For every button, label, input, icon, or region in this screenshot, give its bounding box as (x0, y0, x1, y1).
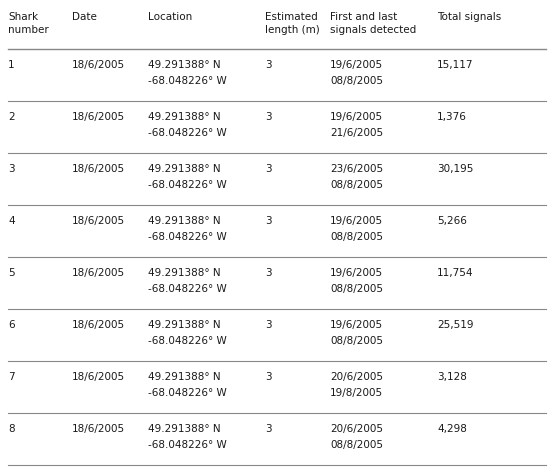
Text: 19/6/2005: 19/6/2005 (330, 112, 383, 122)
Text: 18/6/2005: 18/6/2005 (72, 164, 125, 174)
Text: Date: Date (72, 12, 97, 22)
Text: 3: 3 (265, 268, 271, 278)
Text: 18/6/2005: 18/6/2005 (72, 423, 125, 433)
Text: 8: 8 (8, 423, 14, 433)
Text: 3: 3 (265, 60, 271, 70)
Text: 3: 3 (8, 164, 14, 174)
Text: 49.291388° N: 49.291388° N (148, 216, 220, 226)
Text: 49.291388° N: 49.291388° N (148, 268, 220, 278)
Text: 11,754: 11,754 (437, 268, 474, 278)
Text: 18/6/2005: 18/6/2005 (72, 371, 125, 381)
Text: 08/8/2005: 08/8/2005 (330, 439, 383, 449)
Text: -68.048226° W: -68.048226° W (148, 231, 227, 241)
Text: 08/8/2005: 08/8/2005 (330, 76, 383, 86)
Text: 25,519: 25,519 (437, 319, 474, 329)
Text: 3: 3 (265, 371, 271, 381)
Text: 30,195: 30,195 (437, 164, 473, 174)
Text: Location: Location (148, 12, 192, 22)
Text: 4: 4 (8, 216, 14, 226)
Text: 4,298: 4,298 (437, 423, 467, 433)
Text: 7: 7 (8, 371, 14, 381)
Text: -68.048226° W: -68.048226° W (148, 76, 227, 86)
Text: number: number (8, 25, 49, 35)
Text: 6: 6 (8, 319, 14, 329)
Text: -68.048226° W: -68.048226° W (148, 179, 227, 189)
Text: Shark: Shark (8, 12, 38, 22)
Text: 08/8/2005: 08/8/2005 (330, 283, 383, 293)
Text: -68.048226° W: -68.048226° W (148, 439, 227, 449)
Text: signals detected: signals detected (330, 25, 416, 35)
Text: 3: 3 (265, 112, 271, 122)
Text: -68.048226° W: -68.048226° W (148, 387, 227, 397)
Text: -68.048226° W: -68.048226° W (148, 128, 227, 138)
Text: -68.048226° W: -68.048226° W (148, 335, 227, 345)
Text: 5,266: 5,266 (437, 216, 467, 226)
Text: Estimated: Estimated (265, 12, 318, 22)
Text: 49.291388° N: 49.291388° N (148, 164, 220, 174)
Text: 18/6/2005: 18/6/2005 (72, 268, 125, 278)
Text: 19/8/2005: 19/8/2005 (330, 387, 383, 397)
Text: 3: 3 (265, 423, 271, 433)
Text: 49.291388° N: 49.291388° N (148, 319, 220, 329)
Text: 08/8/2005: 08/8/2005 (330, 231, 383, 241)
Text: 19/6/2005: 19/6/2005 (330, 60, 383, 70)
Text: 2: 2 (8, 112, 14, 122)
Text: 3: 3 (265, 319, 271, 329)
Text: 5: 5 (8, 268, 14, 278)
Text: 18/6/2005: 18/6/2005 (72, 319, 125, 329)
Text: 20/6/2005: 20/6/2005 (330, 423, 383, 433)
Text: Total signals: Total signals (437, 12, 501, 22)
Text: 23/6/2005: 23/6/2005 (330, 164, 383, 174)
Text: 3: 3 (265, 216, 271, 226)
Text: 49.291388° N: 49.291388° N (148, 423, 220, 433)
Text: 19/6/2005: 19/6/2005 (330, 319, 383, 329)
Text: 08/8/2005: 08/8/2005 (330, 179, 383, 189)
Text: length (m): length (m) (265, 25, 320, 35)
Text: 49.291388° N: 49.291388° N (148, 112, 220, 122)
Text: First and last: First and last (330, 12, 397, 22)
Text: 20/6/2005: 20/6/2005 (330, 371, 383, 381)
Text: 19/6/2005: 19/6/2005 (330, 216, 383, 226)
Text: 49.291388° N: 49.291388° N (148, 60, 220, 70)
Text: -68.048226° W: -68.048226° W (148, 283, 227, 293)
Text: 19/6/2005: 19/6/2005 (330, 268, 383, 278)
Text: 18/6/2005: 18/6/2005 (72, 216, 125, 226)
Text: 1,376: 1,376 (437, 112, 467, 122)
Text: 49.291388° N: 49.291388° N (148, 371, 220, 381)
Text: 21/6/2005: 21/6/2005 (330, 128, 383, 138)
Text: 15,117: 15,117 (437, 60, 474, 70)
Text: 08/8/2005: 08/8/2005 (330, 335, 383, 345)
Text: 1: 1 (8, 60, 14, 70)
Text: 18/6/2005: 18/6/2005 (72, 60, 125, 70)
Text: 3: 3 (265, 164, 271, 174)
Text: 3,128: 3,128 (437, 371, 467, 381)
Text: 18/6/2005: 18/6/2005 (72, 112, 125, 122)
